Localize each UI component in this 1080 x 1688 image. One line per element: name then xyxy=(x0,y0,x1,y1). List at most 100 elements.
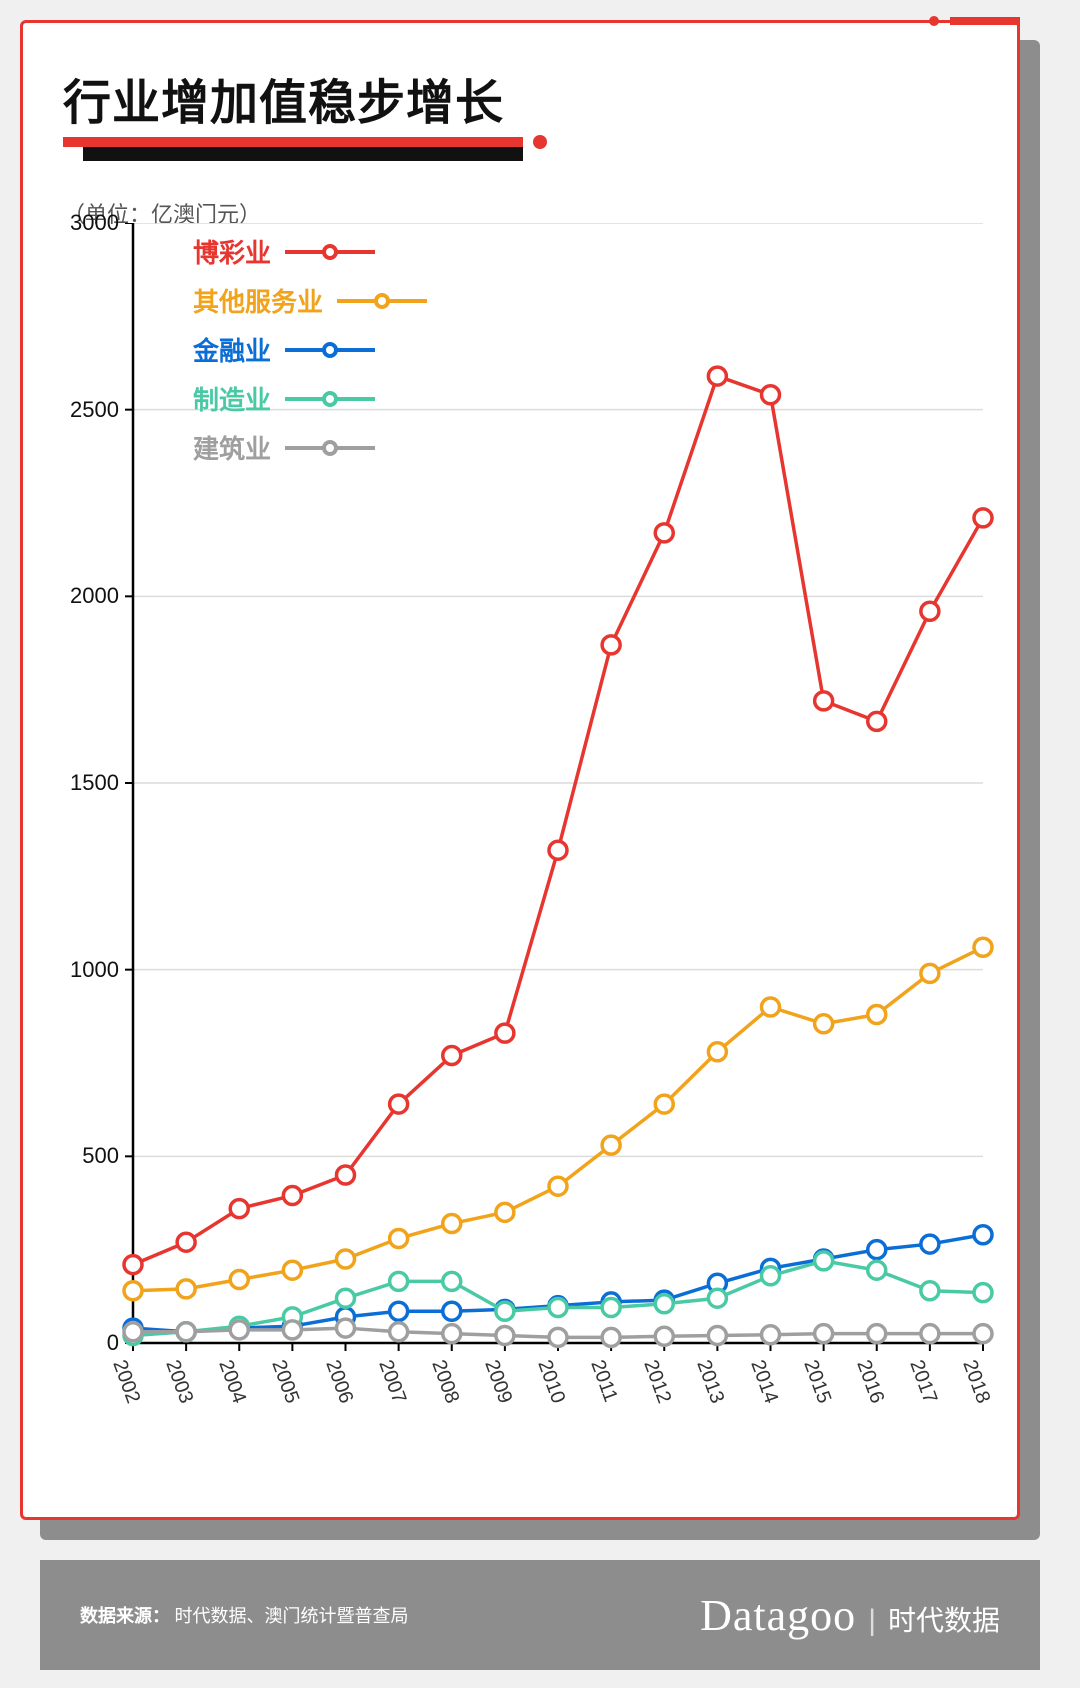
data-source: 数据来源： 时代数据、澳门统计暨普查局 xyxy=(80,1602,408,1628)
series-marker xyxy=(974,1226,992,1244)
series-marker xyxy=(655,524,673,542)
series-marker xyxy=(177,1323,195,1341)
series-marker xyxy=(230,1200,248,1218)
series-marker xyxy=(496,1024,514,1042)
series-marker xyxy=(337,1250,355,1268)
series-marker xyxy=(708,367,726,385)
x-tick-label: 2010 xyxy=(532,1357,569,1407)
series-marker xyxy=(974,509,992,527)
legend-swatch xyxy=(337,299,427,303)
x-tick-label: 2003 xyxy=(161,1357,198,1407)
series-marker xyxy=(177,1233,195,1251)
series-line xyxy=(133,376,983,1265)
title-underline-red xyxy=(63,137,523,147)
y-tick-label: 3000 xyxy=(63,210,119,236)
corner-accent-dot xyxy=(929,16,939,26)
series-marker xyxy=(815,1015,833,1033)
series-marker xyxy=(762,1326,780,1344)
x-tick-label: 2013 xyxy=(692,1357,729,1407)
series-marker xyxy=(390,1323,408,1341)
series-marker xyxy=(868,1325,886,1343)
y-tick-label: 500 xyxy=(63,1143,119,1169)
series-marker xyxy=(549,1328,567,1346)
chart-card: 行业增加值稳步增长 （单位：亿澳门元） 05001000150020002500… xyxy=(20,20,1020,1520)
brand-chinese: 时代数据 xyxy=(888,1599,1000,1639)
legend-marker-icon xyxy=(374,293,390,309)
legend-swatch xyxy=(285,348,375,352)
chart-title: 行业增加值稳步增长 xyxy=(63,63,504,133)
brand-block: Datagoo | 时代数据 xyxy=(700,1590,1000,1641)
y-tick-label: 0 xyxy=(63,1330,119,1356)
series-marker xyxy=(390,1229,408,1247)
series-marker xyxy=(868,712,886,730)
series-marker xyxy=(708,1289,726,1307)
series-marker xyxy=(762,998,780,1016)
legend-item: 金融业 xyxy=(193,331,427,368)
legend-marker-icon xyxy=(322,440,338,456)
x-tick-label: 2006 xyxy=(320,1357,357,1407)
legend-swatch xyxy=(285,446,375,450)
series-marker xyxy=(230,1321,248,1339)
title-dot-accent xyxy=(533,135,547,149)
series-marker xyxy=(762,1267,780,1285)
y-tick-label: 2000 xyxy=(63,583,119,609)
series-marker xyxy=(921,1282,939,1300)
series-marker xyxy=(443,1215,461,1233)
series-marker xyxy=(921,602,939,620)
x-tick-label: 2017 xyxy=(904,1357,941,1407)
x-tick-label: 2011 xyxy=(586,1357,622,1405)
legend-marker-icon xyxy=(322,244,338,260)
series-marker xyxy=(443,1325,461,1343)
chart-area: （单位：亿澳门元） 050010001500200025003000200220… xyxy=(63,223,983,1463)
series-marker xyxy=(124,1256,142,1274)
legend-swatch xyxy=(285,397,375,401)
series-marker xyxy=(974,938,992,956)
series-marker xyxy=(868,1261,886,1279)
series-marker xyxy=(390,1272,408,1290)
series-marker xyxy=(549,1299,567,1317)
legend-label: 建筑业 xyxy=(193,429,271,466)
series-marker xyxy=(549,841,567,859)
series-marker xyxy=(921,1325,939,1343)
brand-separator: | xyxy=(868,1604,876,1638)
series-marker xyxy=(337,1319,355,1337)
y-tick-label: 1000 xyxy=(63,957,119,983)
legend-label: 博彩业 xyxy=(193,233,271,270)
legend: 博彩业其他服务业金融业制造业建筑业 xyxy=(193,233,427,478)
series-marker xyxy=(974,1284,992,1302)
x-tick-label: 2007 xyxy=(373,1357,410,1407)
series-marker xyxy=(337,1289,355,1307)
series-marker xyxy=(177,1280,195,1298)
series-marker xyxy=(443,1272,461,1290)
series-line xyxy=(133,947,983,1290)
series-marker xyxy=(815,1252,833,1270)
legend-swatch xyxy=(285,250,375,254)
series-marker xyxy=(283,1187,301,1205)
series-marker xyxy=(655,1327,673,1345)
series-marker xyxy=(230,1271,248,1289)
footer-bar: 数据来源： 时代数据、澳门统计暨普查局 Datagoo | 时代数据 xyxy=(40,1560,1040,1670)
series-marker xyxy=(815,1325,833,1343)
legend-item: 博彩业 xyxy=(193,233,427,270)
legend-marker-icon xyxy=(322,342,338,358)
series-marker xyxy=(602,1136,620,1154)
legend-item: 其他服务业 xyxy=(193,282,427,319)
legend-item: 建筑业 xyxy=(193,429,427,466)
series-marker xyxy=(602,636,620,654)
title-underline-black xyxy=(83,147,523,161)
x-tick-label: 2008 xyxy=(426,1357,463,1407)
series-marker xyxy=(868,1005,886,1023)
series-marker xyxy=(390,1095,408,1113)
x-tick-label: 2004 xyxy=(214,1357,251,1407)
series-marker xyxy=(602,1328,620,1346)
y-tick-label: 1500 xyxy=(63,770,119,796)
series-marker xyxy=(496,1203,514,1221)
source-label: 数据来源： xyxy=(80,1606,170,1626)
x-tick-label: 2009 xyxy=(479,1357,516,1407)
series-marker xyxy=(124,1282,142,1300)
series-marker xyxy=(124,1323,142,1341)
series-marker xyxy=(921,1235,939,1253)
series-marker xyxy=(496,1327,514,1345)
series-marker xyxy=(762,386,780,404)
legend-label: 制造业 xyxy=(193,380,271,417)
